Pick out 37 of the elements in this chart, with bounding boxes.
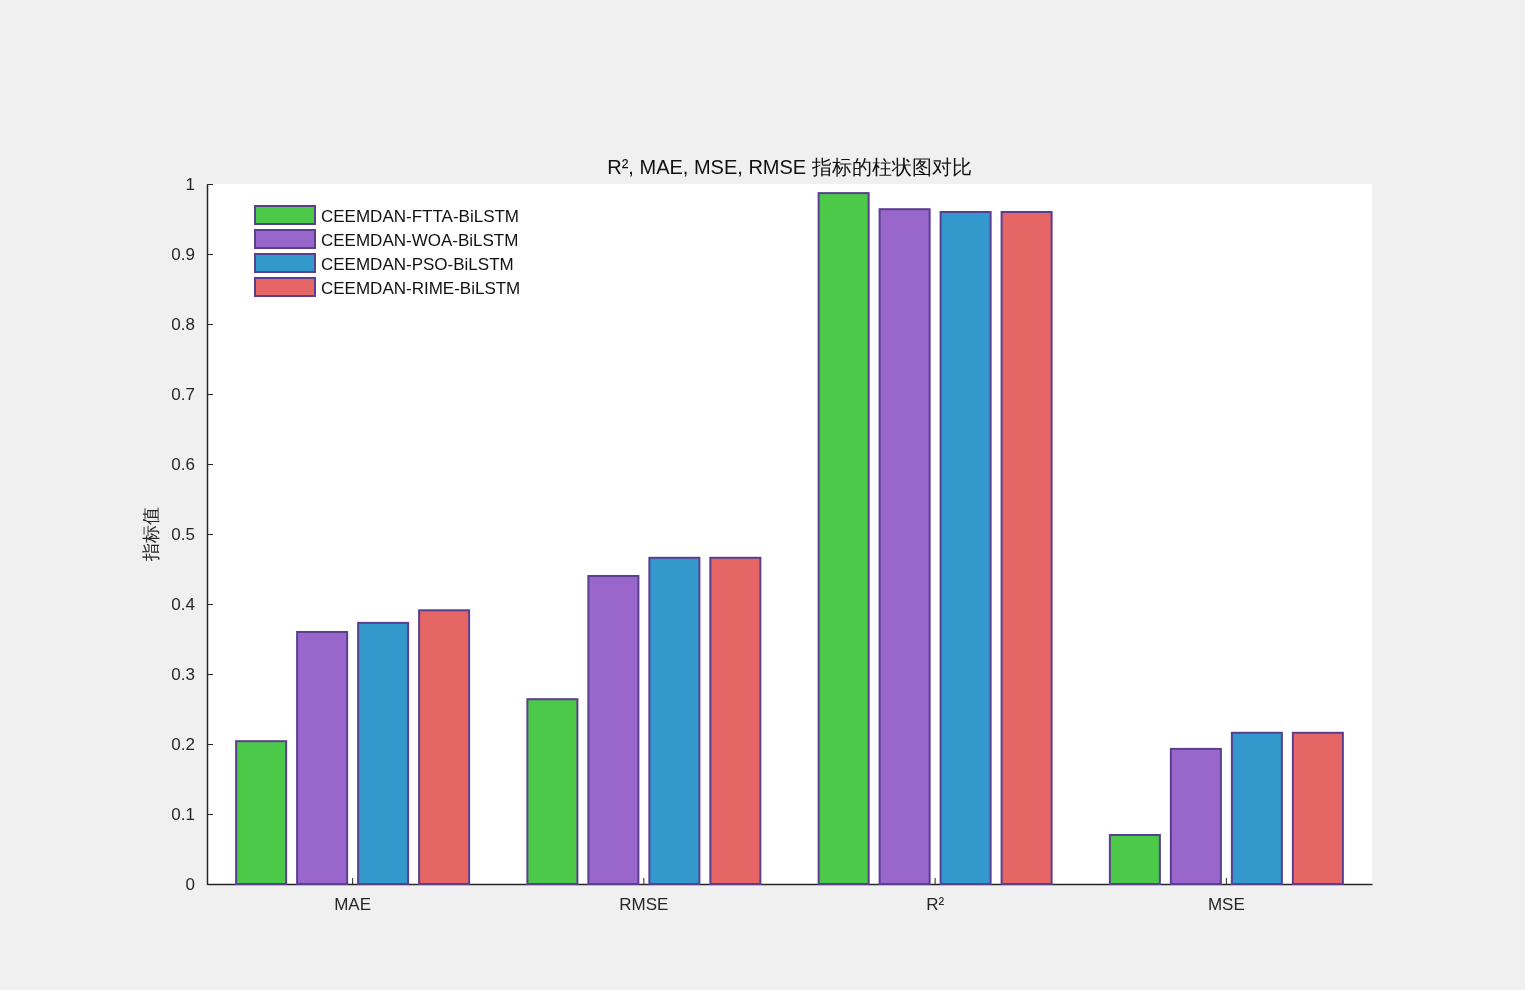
legend-label: CEEMDAN-PSO-BiLSTM <box>321 255 514 274</box>
y-axis-title: 指标值 <box>141 507 161 562</box>
bar <box>357 621 410 885</box>
y-tick-label: 0.5 <box>171 524 195 544</box>
y-tick-label: 0.6 <box>171 454 195 474</box>
bar <box>418 609 471 885</box>
x-tick-label: MAE <box>334 895 372 915</box>
y-tick-label: 0.7 <box>171 384 195 404</box>
bar <box>709 556 762 885</box>
legend-label: CEEMDAN-FTTA-BiLSTM <box>321 207 520 226</box>
bar <box>817 192 870 885</box>
legend-label: CEEMDAN-WOA-BiLSTM <box>321 231 519 250</box>
x-tick-label: RMSE <box>619 895 669 915</box>
y-tick-label: 1 <box>185 174 195 194</box>
bar <box>1230 731 1283 885</box>
y-tick-label: 0 <box>185 874 195 894</box>
bar <box>1169 747 1222 885</box>
x-tick-label: R² <box>926 895 945 915</box>
y-tick-label: 0.9 <box>171 244 195 264</box>
y-tick-label: 0.3 <box>171 664 195 684</box>
bar <box>296 631 349 885</box>
bar <box>1291 731 1344 885</box>
bar <box>526 698 579 885</box>
y-tick-label: 0.8 <box>171 314 195 334</box>
y-tick-label: 0.4 <box>171 594 195 614</box>
y-tick-label: 0.1 <box>171 804 195 824</box>
legend-label: CEEMDAN-RIME-BiLSTM <box>321 279 521 298</box>
y-tick-label: 0.2 <box>171 734 195 754</box>
bar <box>939 211 992 885</box>
x-tick-label: MSE <box>1207 895 1245 915</box>
bar <box>1000 211 1053 885</box>
bar <box>235 740 288 885</box>
bar <box>587 575 640 885</box>
chart-title: R², MAE, MSE, RMSE 指标的柱状图对比 <box>607 156 972 178</box>
bar <box>1108 834 1161 885</box>
bar <box>648 556 701 885</box>
bar <box>878 208 931 885</box>
